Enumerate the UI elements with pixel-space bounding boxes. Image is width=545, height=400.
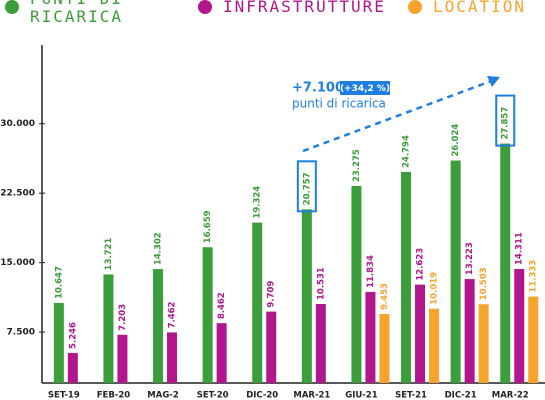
x-tick-label: DIC-20 [246, 391, 278, 400]
x-tick-label: SET-19 [48, 391, 80, 400]
y-tick-label: 30.000 [0, 119, 35, 129]
value-label: 13.721 [104, 238, 114, 271]
bar [464, 279, 475, 383]
value-label: 10.531 [316, 267, 326, 300]
legend-swatch [5, 0, 19, 14]
x-tick-label: DIC-21 [445, 391, 477, 400]
value-label: 11.834 [366, 255, 376, 288]
value-label: 9.709 [267, 281, 277, 308]
trend-arrow [302, 78, 495, 153]
bar [450, 160, 461, 383]
x-tick-label: SET-21 [395, 391, 427, 400]
value-label: 11.333 [529, 260, 539, 293]
bar [153, 269, 164, 383]
legend-label: LOCATION [433, 0, 527, 16]
value-label: 26.024 [451, 124, 461, 157]
value-label: 14.311 [515, 232, 525, 265]
bar [500, 143, 511, 383]
x-tick-label: MAR-21 [293, 391, 330, 400]
bar [67, 352, 78, 383]
bar [103, 274, 114, 383]
value-label: 7.203 [118, 304, 128, 331]
annotation-percent: (+34,2 %) [340, 84, 390, 94]
legend-label: INFRASTRUTTURE [223, 0, 386, 16]
annotation-label: punti di ricarica [292, 97, 386, 111]
y-tick-label: 22.500 [0, 189, 35, 199]
bar [365, 291, 376, 383]
y-tick-label: 7.500 [7, 328, 35, 338]
bar [514, 268, 525, 383]
annotation-change: +7.100 [292, 81, 344, 96]
bar [401, 171, 412, 383]
value-label: 7.462 [168, 301, 178, 328]
bar [379, 313, 390, 383]
x-tick-label: GIU-21 [345, 391, 377, 400]
bar [117, 334, 128, 383]
value-label: 10.503 [479, 267, 489, 300]
x-tick-label: MAR-22 [492, 391, 529, 400]
value-label: 13.223 [465, 242, 475, 275]
x-tick-label: FEB-20 [97, 391, 131, 400]
value-label: 10.647 [54, 266, 64, 299]
x-tick-label: MAG-2 [147, 391, 179, 400]
bar [216, 323, 227, 383]
legend-swatch [408, 0, 422, 14]
arrow-head [487, 76, 500, 87]
x-tick-label: SET-20 [197, 391, 229, 400]
bar [266, 311, 277, 383]
bar [167, 332, 178, 383]
legend-label: PUNTI DI RICARICA [30, 0, 124, 26]
bar [429, 308, 440, 383]
bar [528, 296, 539, 383]
value-label: 23.275 [352, 149, 362, 182]
value-label: 12.623 [416, 248, 426, 281]
value-label: 24.794 [402, 135, 412, 168]
value-label: 14.302 [154, 232, 164, 265]
value-label: 8.462 [217, 292, 227, 319]
bar [315, 304, 326, 383]
value-label: 10.019 [430, 272, 440, 305]
bar [53, 302, 64, 383]
bar [252, 222, 263, 383]
value-label: 16.659 [203, 210, 213, 243]
value-label: 20.757 [302, 172, 312, 205]
value-label: 9.453 [380, 283, 390, 310]
bar [301, 209, 312, 383]
highlight-box [495, 94, 516, 147]
y-tick-label: 15.000 [0, 258, 35, 268]
bar [351, 185, 362, 383]
value-label: 5.246 [68, 322, 78, 349]
annotation-percent-box [340, 81, 390, 95]
bar [202, 247, 213, 383]
highlight-box [296, 160, 317, 213]
value-label: 27.857 [501, 107, 511, 140]
bar [415, 284, 426, 383]
legend-swatch [198, 0, 212, 14]
value-label: 19.324 [253, 186, 263, 219]
bar [478, 304, 489, 383]
